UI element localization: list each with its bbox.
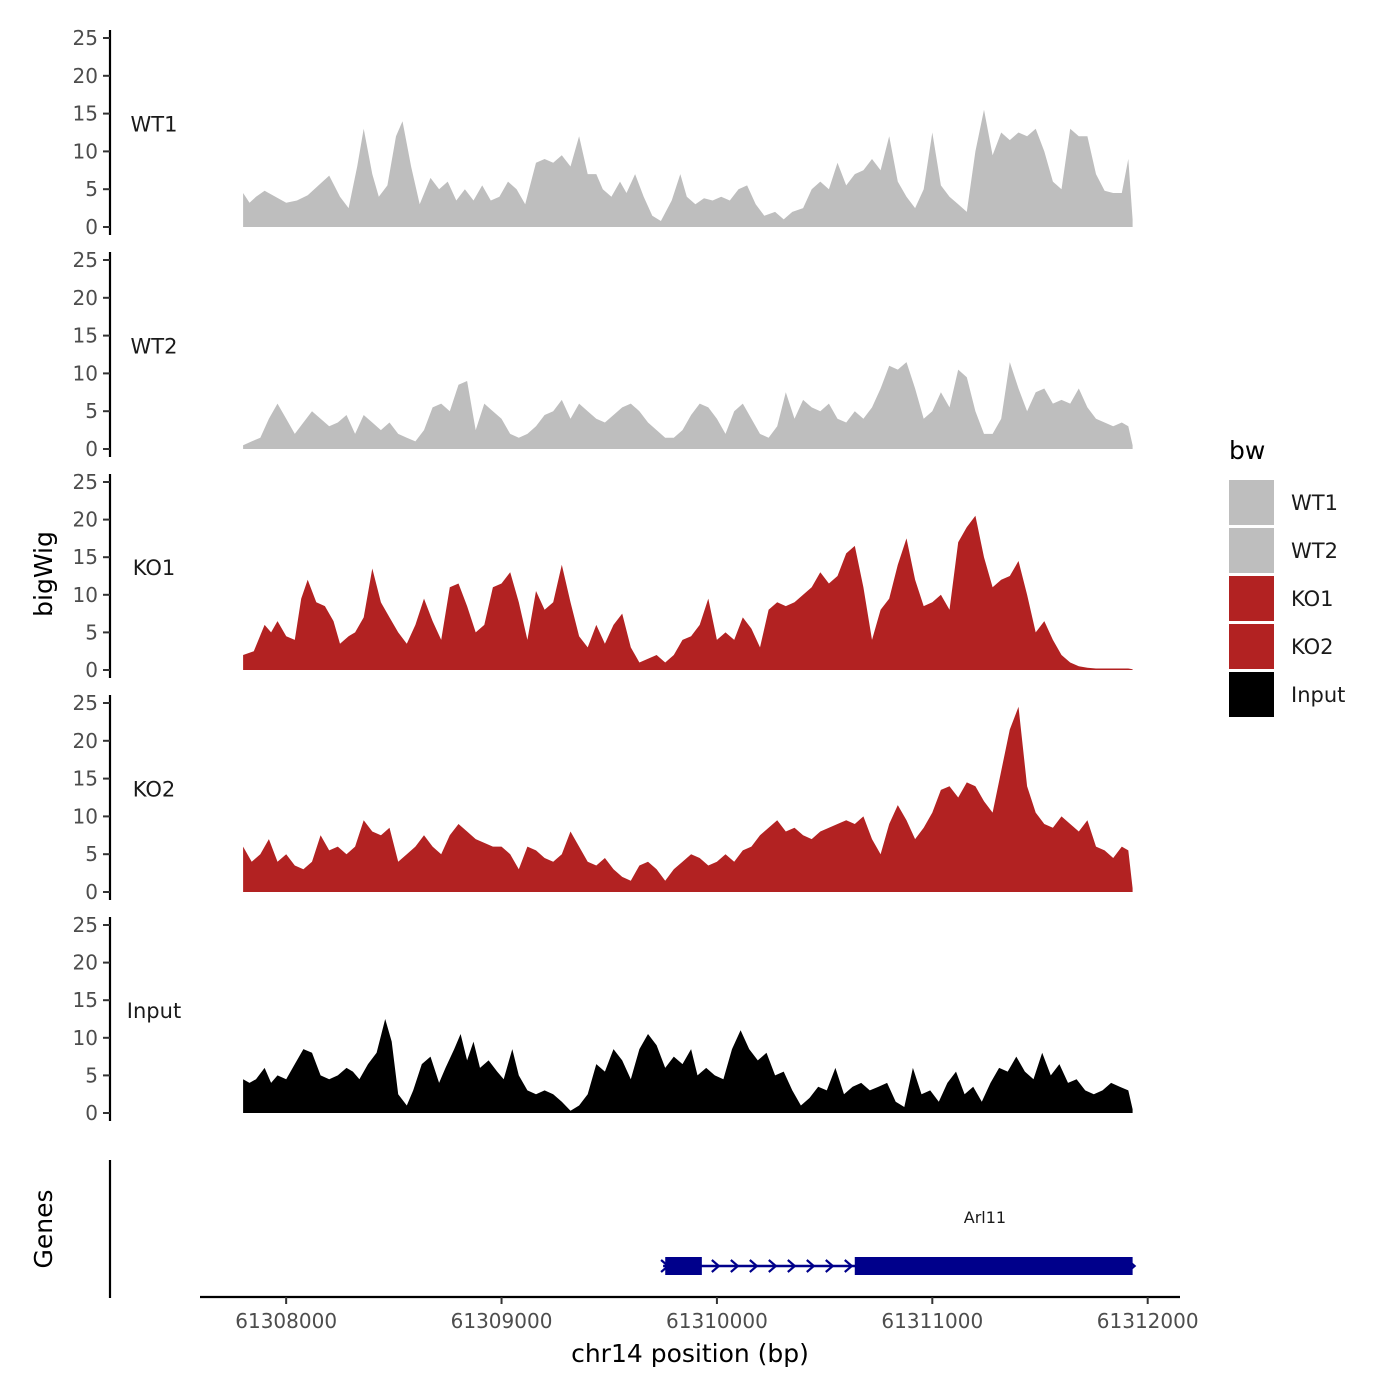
- strand-arrow: [825, 1259, 835, 1273]
- gene-exon: [665, 1257, 702, 1275]
- y-tick-label: 5: [85, 842, 98, 866]
- track-ko2: 0 5 10 15 20 25 KO2: [73, 691, 1133, 904]
- y-tick-label: 5: [85, 1063, 98, 1087]
- y-tick-label: 0: [85, 880, 98, 904]
- y-tick-label: 10: [73, 139, 98, 163]
- legend-label-ko1: KO1: [1291, 587, 1334, 611]
- area-wt2: [243, 362, 1133, 449]
- strand-arrow: [787, 1259, 797, 1273]
- strand-arrow: [806, 1259, 816, 1273]
- y-tick-label: 5: [85, 620, 98, 644]
- area-ko2: [243, 706, 1133, 892]
- y-tick-label: 0: [85, 437, 98, 461]
- y-tick-label: 20: [73, 286, 98, 310]
- gene-label: Arl11: [964, 1208, 1006, 1227]
- strand-arrow: [768, 1259, 778, 1273]
- coverage-tracks: 0510152025WT10510152025WT20510152025KO10…: [73, 26, 1133, 1125]
- y-tick-label: 25: [73, 248, 98, 272]
- y-axis-title: bigWig: [29, 531, 58, 617]
- y-tick-label: 25: [73, 691, 98, 715]
- y-tick-label: 5: [85, 177, 98, 201]
- area-ko1: [243, 515, 1133, 670]
- x-tick-label: 61310000: [666, 1309, 768, 1333]
- legend-label-input: Input: [1291, 683, 1345, 707]
- legend-swatch-ko1: [1229, 576, 1274, 621]
- track-wt2: 0 5 10 15 20 25 WT2: [73, 248, 1133, 461]
- track-wt1: 0 5 10 15 20 25 WT1: [73, 26, 1133, 239]
- y-tick-label: 15: [73, 767, 98, 791]
- gene-exon: [854, 1257, 1133, 1275]
- y-tick-label: 20: [73, 508, 98, 532]
- genes-axis-title: Genes: [29, 1189, 58, 1268]
- strand-arrow: [711, 1259, 721, 1273]
- track-label-wt1: WT1: [131, 113, 178, 137]
- y-tick-label: 25: [73, 470, 98, 494]
- track-input: 0 5 10 15 20 25 Input: [73, 913, 1133, 1125]
- y-tick-label: 20: [73, 951, 98, 975]
- y-tick-label: 10: [73, 361, 98, 385]
- y-tick-label: 10: [73, 1026, 98, 1050]
- x-tick-label: 61311000: [881, 1309, 983, 1333]
- y-tick-label: 20: [73, 64, 98, 88]
- y-tick-label: 25: [73, 913, 98, 937]
- legend-swatch-input: [1229, 672, 1274, 717]
- y-tick-label: 15: [73, 102, 98, 126]
- track-label-ko2: KO2: [133, 778, 176, 802]
- x-tick-label: 61312000: [1097, 1309, 1199, 1333]
- x-tick-label: 61309000: [451, 1309, 553, 1333]
- strand-arrow: [749, 1259, 759, 1273]
- legend: bw WT1 WT2 KO1 KO2 Input: [1229, 436, 1345, 717]
- legend-label-wt2: WT2: [1291, 539, 1338, 563]
- track-label-ko1: KO1: [133, 556, 176, 580]
- track-label-input: Input: [127, 999, 181, 1023]
- y-tick-label: 10: [73, 804, 98, 828]
- legend-swatch-wt1: [1229, 480, 1274, 525]
- legend-title: bw: [1229, 436, 1265, 465]
- area-wt1: [243, 109, 1133, 227]
- area-input: [243, 1019, 1133, 1113]
- y-tick-label: 15: [73, 324, 98, 348]
- y-tick-label: 0: [85, 1101, 98, 1125]
- y-tick-label: 10: [73, 583, 98, 607]
- strand-arrow: [844, 1259, 854, 1273]
- y-tick-label: 25: [73, 26, 98, 50]
- track-label-wt2: WT2: [131, 335, 178, 359]
- y-tick-label: 0: [85, 658, 98, 682]
- y-tick-label: 5: [85, 399, 98, 423]
- legend-label-ko2: KO2: [1291, 635, 1334, 659]
- legend-swatch-ko2: [1229, 624, 1274, 669]
- track-ko1: 0 5 10 15 20 25 KO1: [73, 470, 1133, 682]
- y-tick-label: 15: [73, 545, 98, 569]
- legend-swatch-wt2: [1229, 528, 1274, 573]
- genes-track: Arl11: [108, 1160, 1137, 1298]
- y-tick-label: 20: [73, 729, 98, 753]
- legend-label-wt1: WT1: [1291, 491, 1338, 515]
- y-tick-label: 0: [85, 215, 98, 239]
- y-tick-label: 15: [73, 988, 98, 1012]
- x-tick-label: 61308000: [235, 1309, 337, 1333]
- x-axis-title: chr14 position (bp): [571, 1339, 809, 1368]
- x-axis: 61308000 61309000 61310000 61311000 61312000: [200, 1295, 1199, 1333]
- strand-arrow: [730, 1259, 740, 1273]
